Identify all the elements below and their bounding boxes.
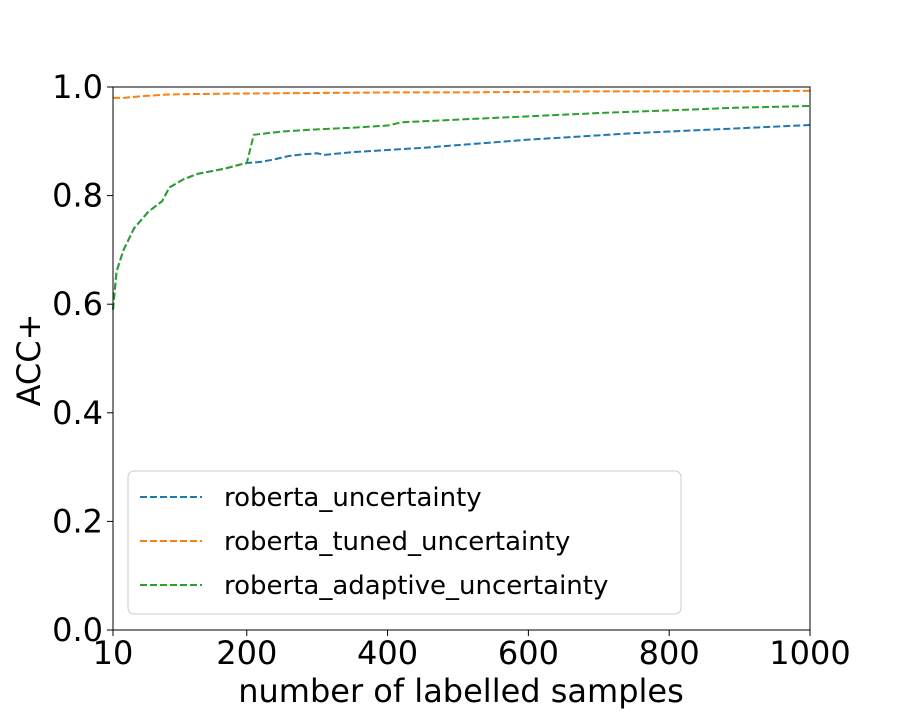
x-axis-label: number of labelled samples: [238, 672, 684, 710]
y-tick-label-3: 0.6: [52, 285, 103, 323]
series-layer: [112, 89, 811, 310]
legend-box: [127, 470, 682, 615]
plot-frame: [112, 86, 811, 631]
x-tick-label-5: 1000: [769, 634, 850, 672]
y-tick-label-0: 0.0: [52, 611, 103, 649]
x-tick-label-2: 400: [357, 634, 418, 672]
legend-entries: roberta_uncertainty roberta_tuned_uncerta…: [140, 483, 608, 601]
series-line-1: [113, 89, 811, 99]
x-tick-label-3: 600: [498, 634, 559, 672]
y-axis-ticks: 0.0 0.2 0.4 0.6 0.8 1.0: [52, 68, 113, 649]
legend-label-0: roberta_uncertainty: [224, 483, 482, 513]
y-axis-label: ACC+: [10, 314, 48, 407]
legend-label-2: roberta_adaptive_uncertainty: [224, 571, 608, 601]
y-tick-label-5: 1.0: [52, 68, 103, 106]
x-tick-label-0: 10: [93, 634, 134, 672]
y-tick-label-4: 0.8: [52, 177, 103, 215]
legend-label-1: roberta_tuned_uncertainty: [224, 527, 570, 557]
x-tick-label-4: 800: [639, 634, 700, 672]
x-tick-label-1: 200: [216, 634, 277, 672]
series-line-0: [112, 124, 811, 310]
legend: roberta_uncertainty roberta_tuned_uncerta…: [127, 470, 682, 615]
y-tick-label-1: 0.2: [52, 502, 103, 540]
x-axis-ticks: 10 200 400 600 800 1000: [93, 630, 851, 672]
y-tick-label-2: 0.4: [52, 394, 103, 432]
series-line-2: [112, 105, 811, 310]
